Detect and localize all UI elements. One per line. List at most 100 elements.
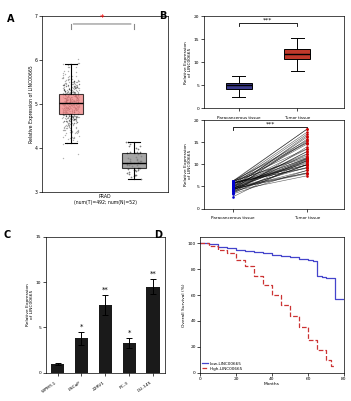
Point bbox=[63, 125, 68, 131]
Point bbox=[69, 109, 75, 116]
Point bbox=[230, 180, 236, 187]
Point bbox=[68, 94, 74, 101]
Point bbox=[126, 171, 132, 177]
Point bbox=[61, 102, 67, 108]
Point bbox=[75, 108, 80, 114]
Point bbox=[75, 85, 81, 91]
Point bbox=[68, 126, 74, 133]
Point bbox=[71, 108, 77, 115]
Point bbox=[72, 89, 78, 95]
Point bbox=[75, 106, 81, 112]
Point bbox=[133, 154, 138, 160]
Point bbox=[64, 115, 70, 122]
Line: Low-LINC00665: Low-LINC00665 bbox=[200, 243, 344, 299]
Bar bbox=[99, 305, 112, 373]
Point bbox=[74, 138, 80, 144]
Point bbox=[304, 158, 310, 164]
Point bbox=[72, 116, 77, 122]
Point bbox=[137, 158, 143, 164]
Point bbox=[65, 104, 70, 110]
Point bbox=[71, 97, 77, 103]
Point bbox=[76, 114, 81, 121]
Point bbox=[69, 79, 75, 85]
Point bbox=[72, 89, 77, 95]
Point bbox=[67, 94, 72, 101]
Point bbox=[127, 158, 133, 164]
Point bbox=[230, 187, 236, 193]
Point bbox=[69, 113, 75, 120]
Point bbox=[73, 97, 79, 103]
Point bbox=[61, 109, 67, 115]
Text: *: * bbox=[127, 330, 131, 336]
Point bbox=[62, 110, 67, 116]
High-LINC00665 bbox=[297, 325, 301, 330]
Point bbox=[64, 97, 69, 104]
X-axis label: PRAD
(num(T)=492; num(N)=52): PRAD (num(T)=492; num(N)=52) bbox=[74, 194, 137, 205]
Point bbox=[74, 79, 80, 85]
Point bbox=[60, 112, 66, 118]
Point bbox=[74, 103, 79, 109]
Point bbox=[76, 93, 81, 99]
Point bbox=[230, 183, 236, 189]
Low-LINC00665 bbox=[270, 252, 274, 257]
Point bbox=[73, 107, 79, 113]
Point bbox=[65, 76, 71, 83]
Point bbox=[66, 117, 72, 124]
Point bbox=[304, 144, 310, 150]
Point bbox=[61, 84, 66, 90]
Point bbox=[70, 122, 76, 129]
Point bbox=[64, 122, 69, 128]
Point bbox=[67, 89, 73, 95]
Point bbox=[62, 88, 67, 94]
Point bbox=[60, 107, 65, 113]
Point bbox=[68, 97, 74, 103]
Point bbox=[75, 113, 80, 119]
Point bbox=[72, 107, 77, 113]
Point bbox=[132, 172, 138, 178]
Point bbox=[125, 166, 130, 172]
Point bbox=[61, 87, 67, 93]
Point bbox=[63, 130, 69, 136]
Point bbox=[65, 99, 70, 105]
Low-LINC00665 bbox=[306, 257, 310, 262]
Point bbox=[71, 98, 77, 104]
Point bbox=[61, 105, 67, 111]
Point bbox=[67, 116, 73, 122]
Text: *: * bbox=[100, 14, 104, 23]
Point bbox=[65, 77, 71, 83]
Point bbox=[69, 73, 74, 80]
Point bbox=[230, 178, 236, 184]
High-LINC00665 bbox=[270, 293, 274, 298]
Point bbox=[73, 129, 79, 136]
Point bbox=[128, 174, 133, 180]
Point bbox=[61, 107, 67, 113]
Point bbox=[76, 87, 81, 93]
Point bbox=[67, 61, 73, 67]
Point bbox=[62, 95, 68, 101]
Point bbox=[137, 143, 143, 150]
Point bbox=[230, 190, 236, 197]
Point bbox=[135, 146, 140, 152]
Point bbox=[68, 104, 73, 110]
Point bbox=[73, 97, 78, 104]
Point bbox=[304, 170, 310, 176]
Point bbox=[230, 184, 236, 191]
Point bbox=[72, 89, 78, 96]
Point bbox=[74, 84, 80, 91]
Point bbox=[63, 98, 69, 104]
Point bbox=[73, 105, 79, 111]
Point bbox=[304, 153, 310, 159]
Point bbox=[304, 148, 310, 155]
Point bbox=[304, 146, 310, 152]
Low-LINC00665 bbox=[315, 273, 319, 278]
Low-LINC00665 bbox=[333, 296, 337, 301]
Point bbox=[70, 97, 76, 103]
Point bbox=[73, 102, 79, 109]
Point bbox=[124, 150, 130, 156]
Point bbox=[230, 180, 236, 187]
Point bbox=[75, 95, 80, 101]
Point bbox=[62, 88, 68, 94]
Point bbox=[64, 103, 69, 109]
Point bbox=[73, 63, 79, 70]
Point bbox=[70, 79, 76, 85]
